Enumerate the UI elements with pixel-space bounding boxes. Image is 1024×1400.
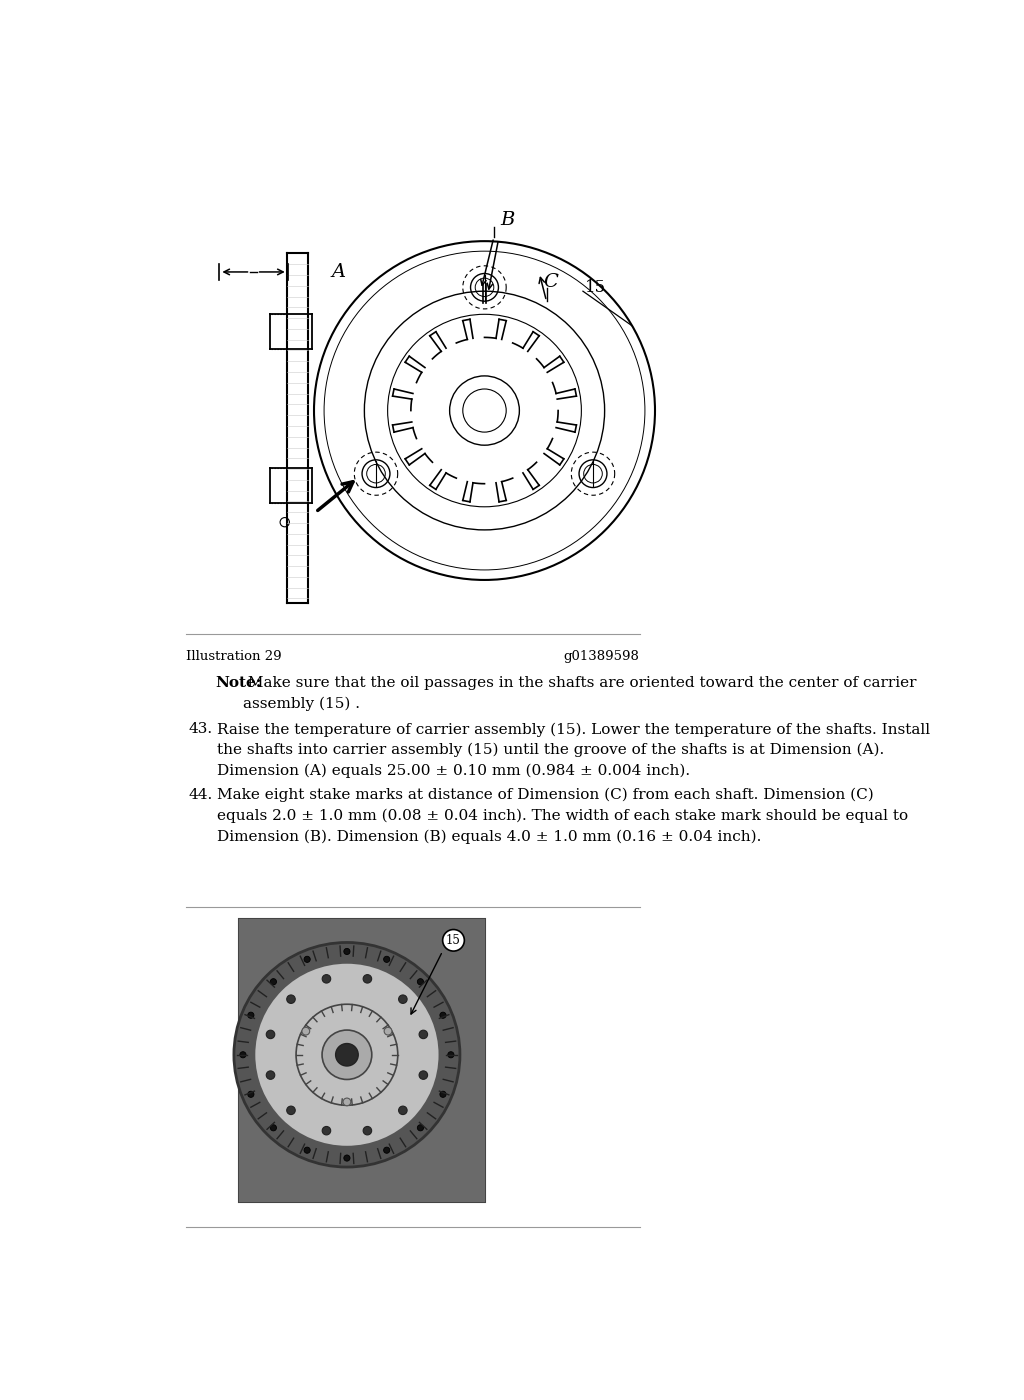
Circle shape [398,995,408,1004]
Circle shape [440,1091,446,1098]
Text: g01389598: g01389598 [563,650,640,664]
Circle shape [323,1030,372,1079]
Circle shape [418,979,424,984]
Text: C: C [543,273,558,291]
Circle shape [364,974,372,983]
Text: B: B [501,211,515,230]
Circle shape [336,1043,358,1065]
Text: Make sure that the oil passages in the shafts are oriented toward the center of : Make sure that the oil passages in the s… [244,676,916,711]
Text: 15: 15 [586,279,606,295]
Circle shape [248,1091,254,1098]
Circle shape [266,1030,274,1039]
Circle shape [343,1098,351,1106]
Text: 44.: 44. [188,788,213,802]
Circle shape [384,1147,390,1154]
Circle shape [344,948,350,955]
Text: 15: 15 [446,934,461,946]
Circle shape [233,942,460,1168]
Circle shape [254,963,439,1147]
Circle shape [248,1012,254,1018]
Circle shape [419,1071,428,1079]
Bar [239,918,484,1203]
Circle shape [287,1106,295,1114]
Circle shape [364,1127,372,1135]
Circle shape [440,1012,446,1018]
Text: A: A [331,263,345,281]
Bar [239,918,484,1203]
Circle shape [270,1124,276,1131]
Circle shape [287,995,295,1004]
Circle shape [344,1155,350,1161]
Circle shape [302,1028,309,1035]
Circle shape [323,974,331,983]
Circle shape [447,1051,454,1058]
Circle shape [323,1127,331,1135]
Text: Make eight stake marks at distance of Dimension (C) from each shaft. Dimension (: Make eight stake marks at distance of Di… [217,788,908,844]
Circle shape [419,1030,428,1039]
Circle shape [270,979,276,984]
Circle shape [240,1051,246,1058]
Text: Raise the temperature of carrier assembly (15). Lower the temperature of the sha: Raise the temperature of carrier assembl… [217,722,930,778]
Circle shape [442,930,464,951]
Circle shape [266,1071,274,1079]
Circle shape [418,1124,424,1131]
Text: Illustration 29: Illustration 29 [186,650,282,664]
Text: Note:: Note: [216,676,262,690]
Circle shape [384,1028,392,1035]
Text: 43.: 43. [188,722,213,736]
Circle shape [398,1106,408,1114]
Circle shape [304,956,310,962]
Circle shape [384,956,390,962]
Circle shape [304,1147,310,1154]
